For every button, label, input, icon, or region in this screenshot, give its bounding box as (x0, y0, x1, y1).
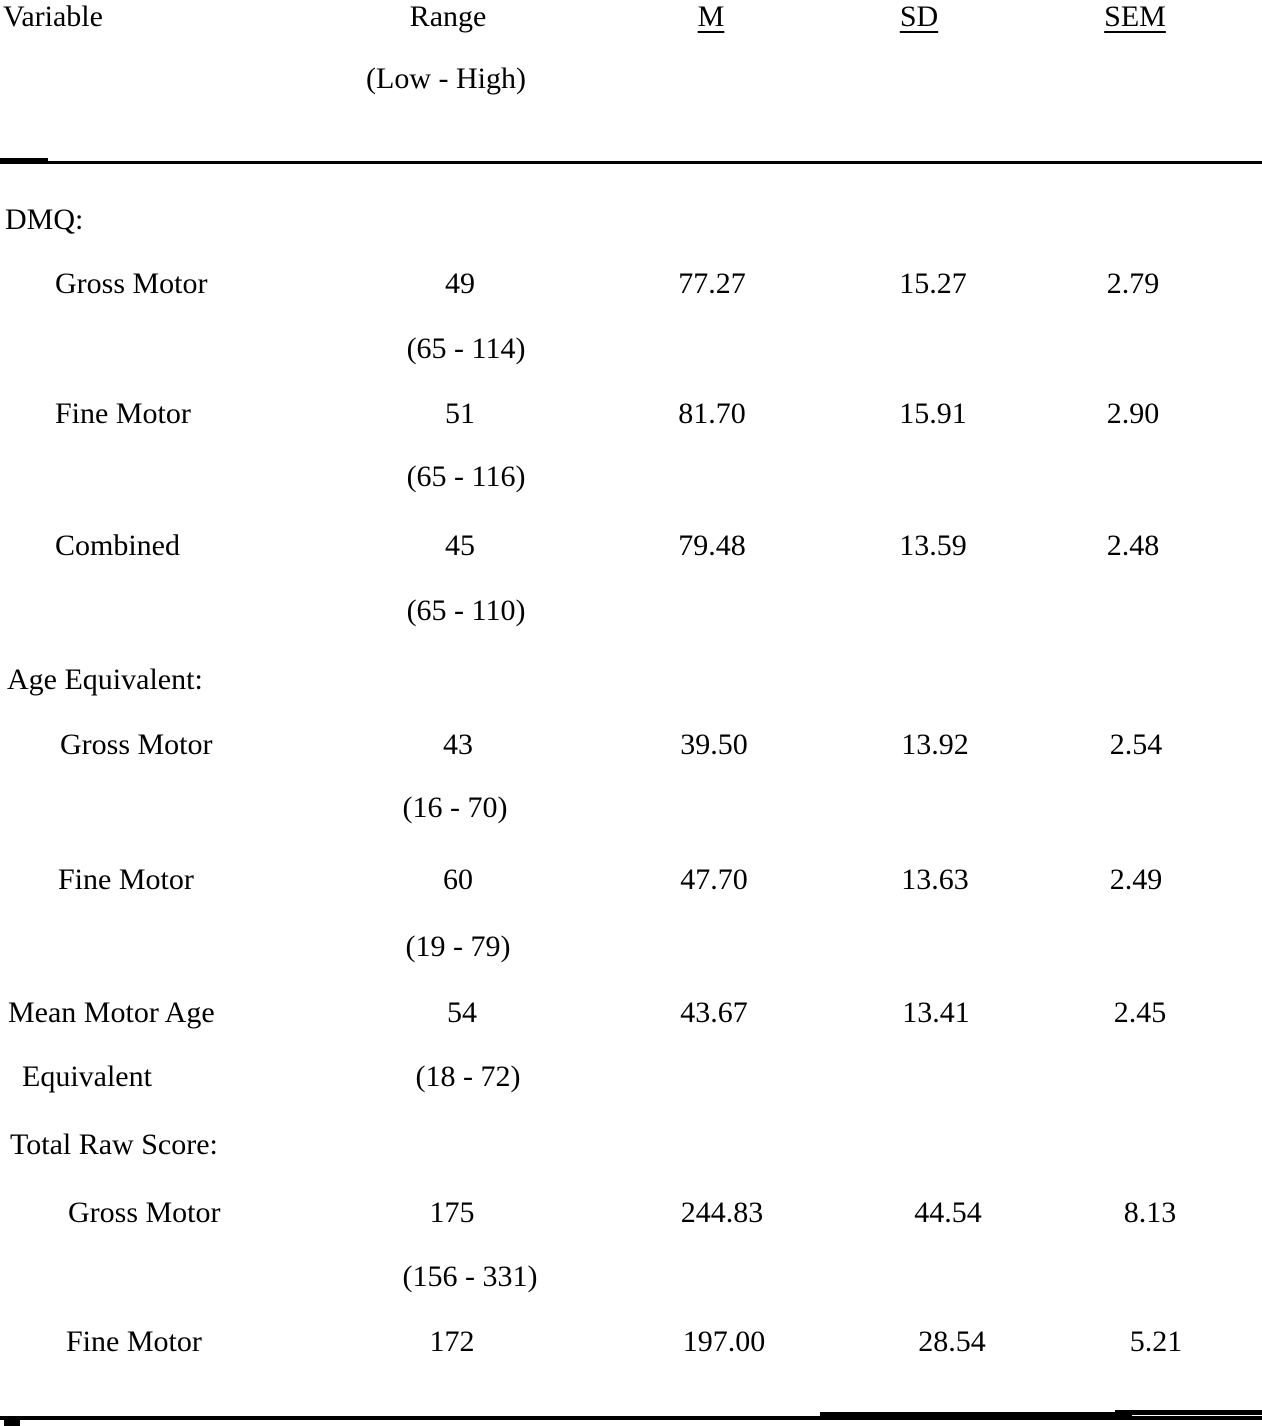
sd-value: 13.63 (901, 863, 969, 896)
section-label-total-raw-score: Total Raw Score: (10, 1128, 218, 1161)
sem-value: 2.45 (1113, 996, 1167, 1029)
header-separator-dash-artifact (0, 158, 48, 163)
range-value: 45 (445, 529, 475, 562)
header-separator-rule (0, 161, 1262, 164)
range-low-high: (19 - 79) (405, 930, 511, 963)
col-header-variable: Variable (3, 0, 103, 33)
row-label: Combined (55, 529, 180, 562)
col-header-range: Range (409, 0, 487, 33)
row-label: Fine Motor (55, 397, 191, 430)
mean-value: 79.48 (678, 529, 746, 562)
range-low-high: (156 - 331) (402, 1260, 538, 1293)
range-value: 54 (447, 996, 477, 1029)
range-low-high: (65 - 110) (406, 594, 526, 627)
sem-value: 2.79 (1106, 267, 1160, 300)
range-value: 60 (443, 863, 473, 896)
sd-value: 13.59 (899, 529, 967, 562)
sem-value: 2.54 (1109, 728, 1163, 761)
scan-artifact-tick (4, 1418, 20, 1426)
col-header-range-low-high: (Low - High) (366, 62, 526, 95)
bottom-rule (0, 1416, 1262, 1420)
sd-value: 13.92 (901, 728, 969, 761)
sem-value: 8.13 (1123, 1196, 1177, 1229)
row-label: Gross Motor (68, 1196, 221, 1229)
sd-value: 15.27 (899, 267, 967, 300)
sem-value: 5.21 (1129, 1325, 1183, 1358)
row-label-mean-motor-age: Mean Motor Age (8, 996, 215, 1029)
mean-value: 43.67 (680, 996, 748, 1029)
section-label-dmq: DMQ: (5, 203, 84, 236)
range-value: 172 (429, 1325, 475, 1358)
sd-value: 15.91 (899, 397, 967, 430)
range-low-high: (18 - 72) (415, 1060, 521, 1093)
section-label-age-equivalent: Age Equivalent: (7, 663, 203, 696)
range-value: 43 (443, 728, 473, 761)
col-header-sd: SD (899, 0, 939, 33)
sem-value: 2.49 (1109, 863, 1163, 896)
sd-value: 13.41 (902, 996, 970, 1029)
sem-value: 2.48 (1106, 529, 1160, 562)
bottom-rule-overlap-segment-2 (1115, 1410, 1262, 1415)
mean-value: 81.70 (678, 397, 746, 430)
col-header-m: M (697, 0, 725, 33)
sem-value: 2.90 (1106, 397, 1160, 430)
sd-value: 44.54 (914, 1196, 982, 1229)
range-value: 51 (445, 397, 475, 430)
bottom-rule-overlap-segment (820, 1412, 1132, 1418)
mean-value: 47.70 (680, 863, 748, 896)
range-value: 175 (429, 1196, 475, 1229)
mean-value: 39.50 (680, 728, 748, 761)
mean-value: 197.00 (682, 1325, 766, 1358)
range-low-high: (65 - 116) (406, 460, 526, 493)
sd-value: 28.54 (918, 1325, 986, 1358)
col-header-sem: SEM (1104, 0, 1166, 33)
row-label: Fine Motor (66, 1325, 202, 1358)
row-label: Gross Motor (60, 728, 213, 761)
range-low-high: (16 - 70) (402, 791, 508, 824)
row-label-equivalent: Equivalent (22, 1060, 152, 1093)
mean-value: 244.83 (680, 1196, 764, 1229)
mean-value: 77.27 (678, 267, 746, 300)
range-value: 49 (445, 267, 475, 300)
range-low-high: (65 - 114) (406, 332, 526, 365)
row-label: Gross Motor (55, 267, 208, 300)
row-label: Fine Motor (58, 863, 194, 896)
